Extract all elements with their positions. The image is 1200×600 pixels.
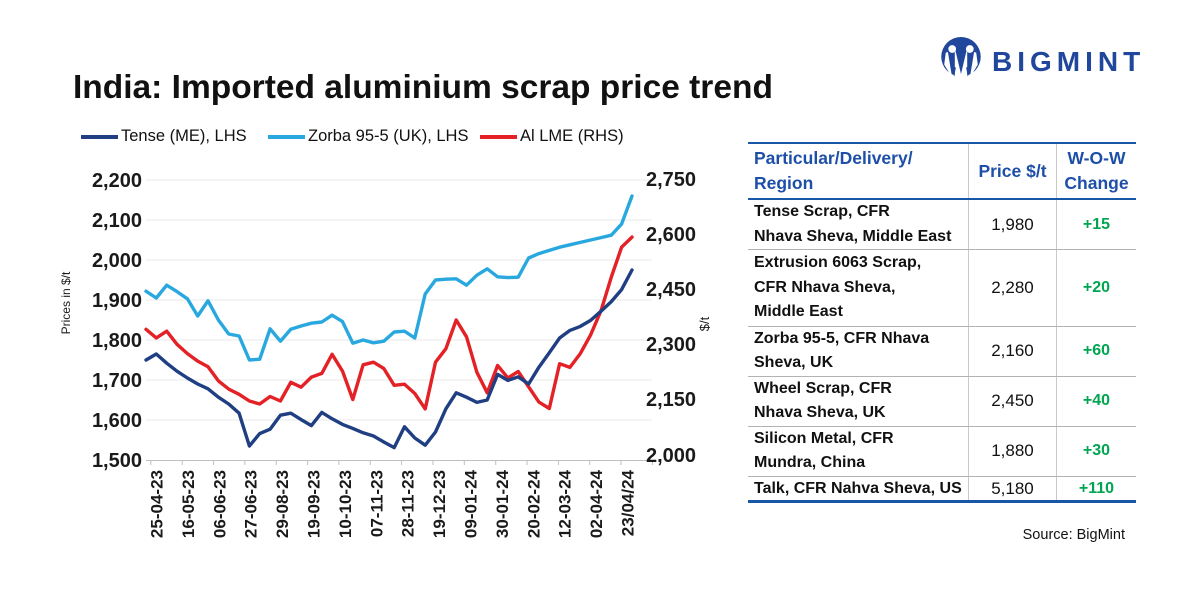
svg-text:$/t: $/t — [697, 316, 712, 331]
svg-text:2,450: 2,450 — [646, 279, 696, 301]
svg-text:1,800: 1,800 — [92, 330, 142, 352]
svg-text:06-06-23: 06-06-23 — [210, 470, 229, 538]
svg-text:1,700: 1,700 — [92, 370, 142, 392]
svg-text:1,900: 1,900 — [92, 290, 142, 312]
svg-text:19-12-23: 19-12-23 — [430, 470, 449, 538]
svg-text:Prices in $/t: Prices in $/t — [59, 271, 73, 334]
svg-text:2,150: 2,150 — [646, 389, 696, 411]
svg-text:2,200: 2,200 — [92, 170, 142, 192]
svg-text:12-03-24: 12-03-24 — [556, 469, 575, 538]
svg-text:2,000: 2,000 — [646, 445, 696, 467]
svg-text:10-10-23: 10-10-23 — [336, 470, 355, 538]
svg-text:16-05-23: 16-05-23 — [179, 470, 198, 538]
svg-text:1,600: 1,600 — [92, 410, 142, 432]
svg-text:07-11-23: 07-11-23 — [367, 470, 386, 537]
svg-text:2,000: 2,000 — [92, 250, 142, 272]
svg-text:2,600: 2,600 — [646, 224, 696, 246]
svg-text:27-06-23: 27-06-23 — [242, 470, 261, 538]
svg-text:25-04-23: 25-04-23 — [148, 470, 167, 538]
svg-text:20-02-24: 20-02-24 — [524, 469, 543, 538]
svg-text:1,500: 1,500 — [92, 450, 142, 472]
svg-text:2,750: 2,750 — [646, 169, 696, 191]
svg-text:02-04-24: 02-04-24 — [587, 469, 606, 538]
svg-text:09-01-24: 09-01-24 — [462, 469, 481, 538]
svg-text:30-01-24: 30-01-24 — [493, 469, 512, 538]
svg-text:23/04/24: 23/04/24 — [619, 469, 638, 536]
svg-text:2,300: 2,300 — [646, 334, 696, 356]
svg-text:28-11-23: 28-11-23 — [399, 470, 418, 537]
svg-text:19-09-23: 19-09-23 — [305, 470, 324, 538]
svg-text:29-08-23: 29-08-23 — [273, 470, 292, 538]
svg-text:2,100: 2,100 — [92, 210, 142, 232]
